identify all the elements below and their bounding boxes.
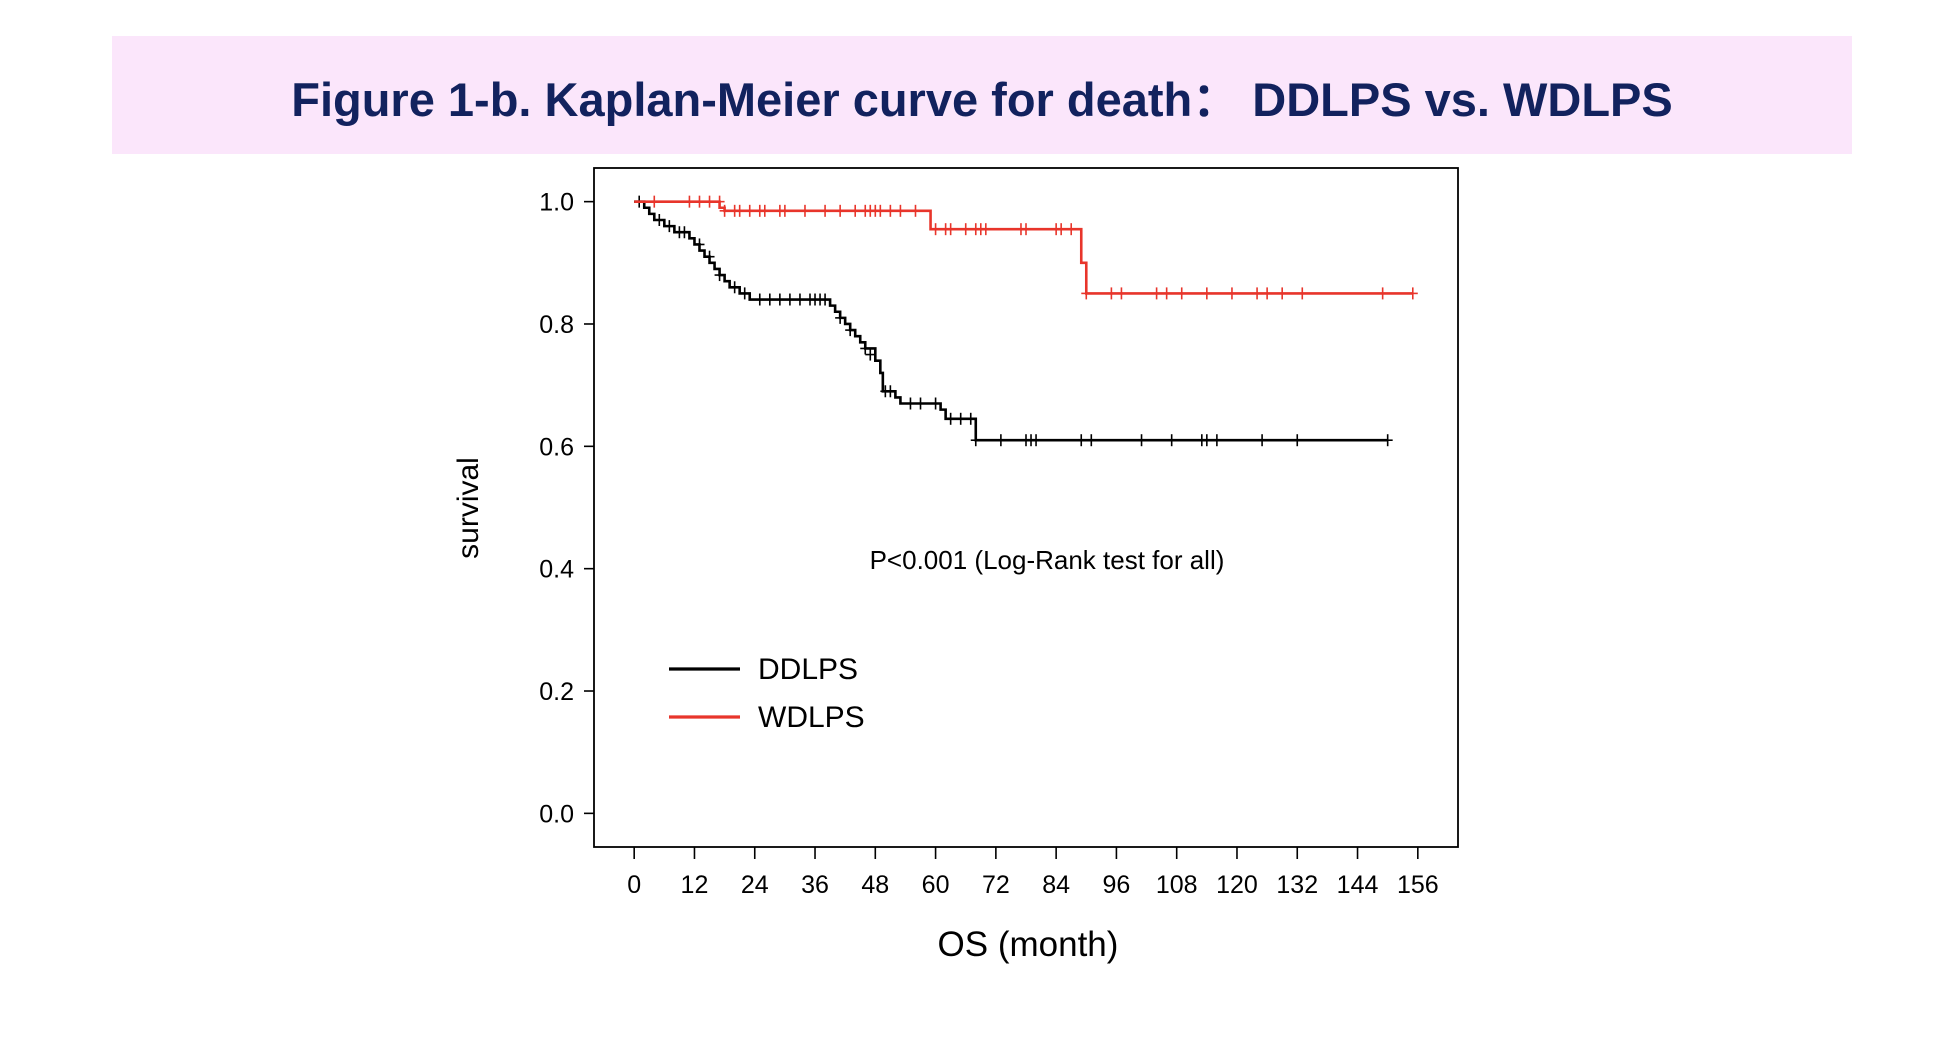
- y-tick-label: 0.6: [539, 433, 574, 461]
- x-tick-label: 120: [1216, 871, 1258, 899]
- x-tick-label: 132: [1276, 871, 1318, 899]
- y-axis: 0.0 0.2 0.4 0.6 0.8 1.0: [539, 189, 594, 828]
- x-tick-label: 12: [681, 871, 709, 899]
- series-ddlps: [634, 195, 1393, 447]
- plot-frame: [593, 167, 1459, 848]
- x-tick-label: 96: [1103, 871, 1131, 899]
- x-tick-label: 36: [801, 871, 829, 899]
- y-tick-label: 0.0: [539, 800, 574, 828]
- x-tick-label: 48: [861, 871, 889, 899]
- survival-curve: [634, 200, 1413, 295]
- series-layer: [634, 195, 1418, 447]
- survival-curve: [634, 200, 1388, 442]
- series-wdlps: [634, 195, 1418, 300]
- x-tick-label: 84: [1042, 871, 1070, 899]
- y-tick-label: 1.0: [539, 189, 574, 217]
- legend-label: WDLPS: [758, 701, 865, 734]
- x-tick-label: 0: [627, 871, 641, 899]
- figure-title: Figure 1-b. Kaplan-Meier curve for death…: [291, 72, 1673, 126]
- x-tick-label: 60: [922, 871, 950, 899]
- x-tick-label: 108: [1156, 871, 1198, 899]
- pvalue-annotation: P<0.001 (Log-Rank test for all): [870, 545, 1225, 575]
- y-tick-label: 0.4: [539, 556, 574, 584]
- title-banner: Figure 1-b. Kaplan-Meier curve for death…: [112, 36, 1852, 154]
- x-tick-label: 24: [741, 871, 769, 899]
- x-axis-label: OS (month): [938, 925, 1119, 964]
- x-tick-label: 156: [1397, 871, 1439, 899]
- y-tick-label: 0.8: [539, 311, 574, 339]
- legend-label: DDLPS: [758, 653, 858, 686]
- x-axis: 0 12 24 36 48 60 72 84 96 108 120 132 144 156: [627, 847, 1439, 899]
- legend: DDLPS WDLPS: [669, 653, 865, 734]
- y-axis-label: survival: [452, 457, 485, 559]
- x-tick-label: 72: [982, 871, 1010, 899]
- y-tick-label: 0.2: [539, 678, 574, 706]
- x-tick-label: 144: [1337, 871, 1379, 899]
